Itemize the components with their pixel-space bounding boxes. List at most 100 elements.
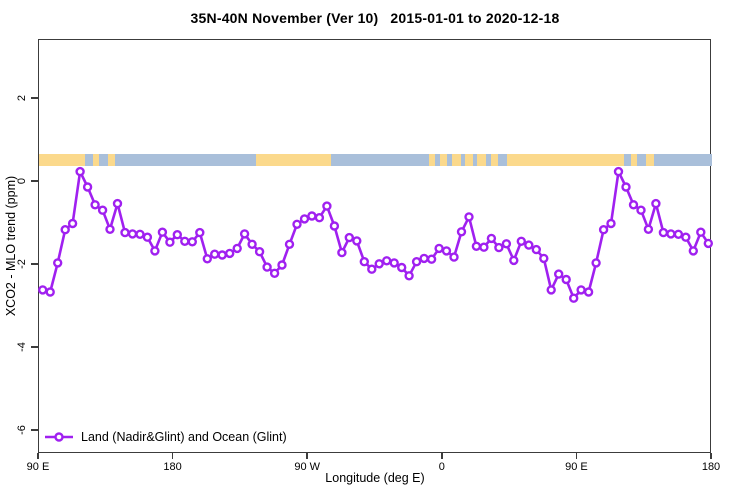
data-point xyxy=(97,205,108,215)
x-tick xyxy=(306,453,308,459)
data-point xyxy=(509,255,519,266)
x-tick-label: 90 W xyxy=(294,461,321,473)
data-point xyxy=(172,229,183,240)
data-point xyxy=(105,224,115,235)
data-point xyxy=(299,214,310,224)
data-point xyxy=(426,254,437,264)
data-point xyxy=(464,212,474,222)
y-tick-label: -6 xyxy=(16,425,28,435)
data-point xyxy=(262,262,272,272)
data-point xyxy=(613,166,624,177)
x-tick-label: 90 E xyxy=(26,461,50,473)
data-point xyxy=(636,205,646,215)
y-tick xyxy=(31,180,38,182)
data-point xyxy=(479,242,489,252)
data-point xyxy=(643,224,654,235)
map-band-segment-sea xyxy=(330,154,430,166)
map-band-segment-land xyxy=(631,154,638,166)
y-axis-label: XCO2 - MLO trend (ppm) xyxy=(4,175,18,317)
data-point xyxy=(60,224,70,235)
data-point xyxy=(628,200,639,210)
trend-line-plot xyxy=(38,166,713,303)
data-point xyxy=(45,287,55,297)
data-point xyxy=(688,246,698,256)
data-point xyxy=(217,250,227,260)
data-point xyxy=(449,252,459,262)
map-band-segment-sea xyxy=(435,154,440,166)
data-point xyxy=(307,211,317,221)
chart-title-region: 35N-40N November (Ver 10) xyxy=(190,10,379,26)
data-point xyxy=(494,242,504,253)
y-tick xyxy=(31,346,38,348)
data-point xyxy=(53,258,63,268)
map-band-segment-land xyxy=(646,154,654,166)
data-point xyxy=(658,227,669,238)
data-point xyxy=(621,182,631,192)
data-point xyxy=(239,229,250,239)
data-point xyxy=(90,200,100,210)
map-band-segment-land xyxy=(507,154,624,166)
map-band-segment-land xyxy=(465,154,473,166)
data-point xyxy=(456,227,467,237)
data-point xyxy=(651,198,661,209)
data-point xyxy=(696,227,706,237)
y-tick-label: -4 xyxy=(16,342,28,352)
data-point xyxy=(382,256,392,266)
data-point xyxy=(471,241,482,252)
x-tick xyxy=(441,453,443,459)
data-point xyxy=(269,268,280,279)
x-tick xyxy=(37,453,39,459)
data-point xyxy=(411,256,422,267)
data-point xyxy=(120,227,130,238)
data-point xyxy=(75,166,85,177)
map-band-segment-land xyxy=(439,154,448,166)
map-band-segment-sea xyxy=(115,154,256,166)
y-tick xyxy=(31,97,38,99)
data-point xyxy=(209,249,220,259)
map-band-segment-land xyxy=(477,154,487,166)
data-point xyxy=(606,218,616,229)
data-point xyxy=(314,212,325,223)
plot-area: Land (Nadir&Glint) and Ocean (Glint) xyxy=(38,39,713,453)
legend-label: Land (Nadir&Glint) and Ocean (Glint) xyxy=(81,430,287,444)
y-tick xyxy=(31,429,38,431)
data-point xyxy=(254,246,265,257)
data-point xyxy=(224,248,235,259)
x-tick-label: 180 xyxy=(701,461,721,473)
y-tick-label: 2 xyxy=(16,94,28,102)
map-band-segment-land xyxy=(451,154,461,166)
data-point xyxy=(576,285,586,295)
data-point xyxy=(583,287,594,297)
data-point xyxy=(180,236,190,247)
data-point xyxy=(344,232,354,243)
data-point xyxy=(591,258,601,268)
x-tick xyxy=(171,453,174,459)
data-point xyxy=(673,229,684,240)
map-band-segment-sea xyxy=(637,154,647,166)
map-band-segment-land xyxy=(92,154,99,166)
data-point xyxy=(539,253,549,264)
map-band-segment-sea xyxy=(623,154,632,166)
map-band-segment-sea xyxy=(98,154,108,166)
data-point xyxy=(247,239,257,250)
map-band-segment-land xyxy=(39,154,86,166)
data-point xyxy=(329,221,340,231)
map-band-segment-sea xyxy=(460,154,466,166)
data-point xyxy=(195,227,205,238)
data-point xyxy=(38,285,48,295)
data-point xyxy=(681,232,691,242)
data-point xyxy=(419,253,429,264)
data-point xyxy=(165,237,175,247)
data-point xyxy=(404,271,414,281)
data-point xyxy=(284,239,295,250)
data-point xyxy=(531,244,541,255)
x-tick-label: 180 xyxy=(163,461,182,473)
data-point xyxy=(82,182,93,192)
data-point xyxy=(569,293,579,303)
y-tick-label: -2 xyxy=(16,259,28,269)
data-point xyxy=(322,201,332,211)
data-point xyxy=(367,264,377,274)
data-point xyxy=(598,224,609,235)
data-point xyxy=(441,246,452,256)
